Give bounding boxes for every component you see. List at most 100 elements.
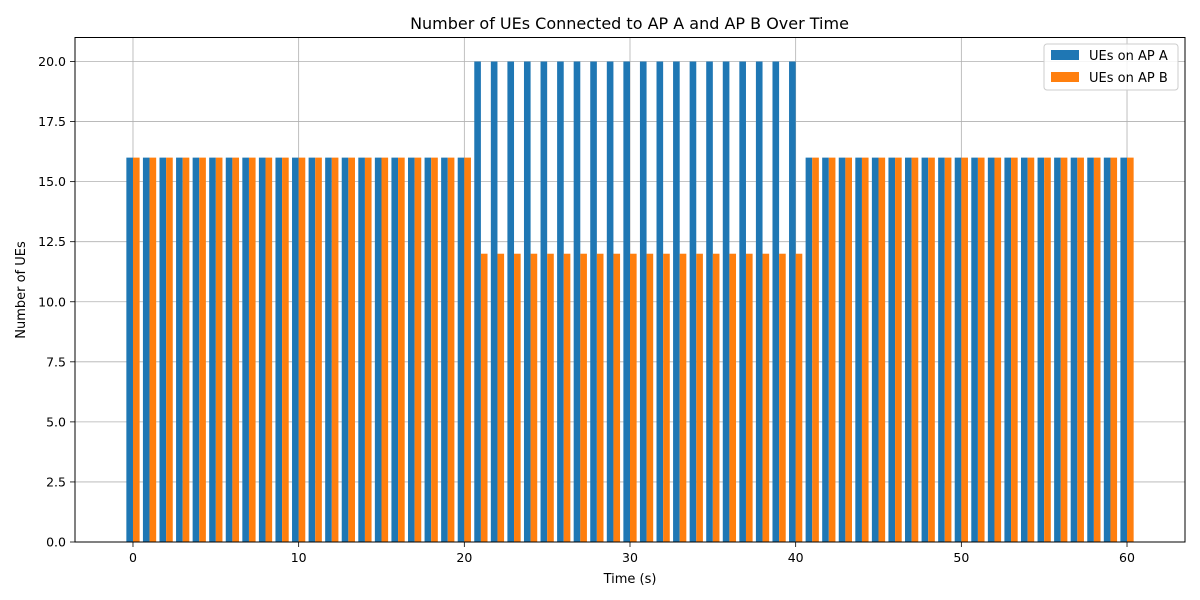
- bar-ap-a: [739, 61, 746, 543]
- bar-ap-b: [679, 253, 687, 542]
- y-tick-label: 5.0: [46, 414, 66, 429]
- x-tick-label: 50: [953, 550, 969, 565]
- bar-ap-a: [507, 61, 515, 543]
- x-tick-label: 40: [788, 550, 804, 565]
- bar-ap-b: [663, 253, 670, 542]
- bar-ap-b: [994, 157, 1002, 542]
- bar-ap-b: [878, 157, 886, 542]
- bar-ap-a: [1103, 157, 1111, 542]
- bar-ap-a: [987, 157, 995, 542]
- bar-ap-b: [381, 157, 389, 542]
- bar-ap-a: [258, 157, 266, 542]
- bar-ap-b: [828, 157, 836, 542]
- bar-ap-b: [447, 157, 455, 542]
- bar-ap-a: [954, 157, 962, 542]
- y-tick-label: 12.5: [38, 234, 66, 249]
- bar-ap-b: [398, 157, 405, 542]
- bar-ap-a: [606, 61, 614, 543]
- bar-ap-b: [795, 253, 803, 542]
- legend-swatch-ap-b: [1051, 72, 1079, 82]
- bar-ap-b: [563, 253, 571, 542]
- bar-ap-b: [414, 157, 422, 542]
- bar-ap-a: [1087, 157, 1094, 542]
- bar-ap-a: [623, 61, 630, 543]
- bar-ap-b: [861, 157, 869, 542]
- bar-ap-a: [639, 61, 647, 543]
- x-tick-label: 30: [622, 550, 638, 565]
- bar-ap-b: [1077, 157, 1084, 542]
- bar-ap-b: [613, 253, 621, 542]
- bar-ap-b: [331, 157, 339, 542]
- bar-ap-b: [646, 253, 654, 542]
- y-tick-label: 7.5: [46, 354, 66, 369]
- bar-ap-b: [812, 157, 819, 542]
- bar-ap-a: [176, 157, 183, 542]
- bar-ap-b: [364, 157, 372, 542]
- bar-ap-a: [1037, 157, 1045, 542]
- legend-label-ap-b: UEs on AP B: [1089, 71, 1168, 86]
- x-tick-label: 0: [129, 550, 137, 565]
- bar-ap-a: [242, 157, 249, 542]
- bar-ap-a: [1120, 157, 1128, 542]
- bar-ap-a: [805, 157, 813, 542]
- bars: [126, 61, 1134, 543]
- bar-ap-b: [315, 157, 322, 542]
- bar-ap-b: [944, 157, 952, 542]
- bar-ap-a: [358, 157, 365, 542]
- bar-ap-a: [159, 157, 167, 542]
- y-tick-label: 2.5: [46, 474, 66, 489]
- bar-ap-b: [1093, 157, 1101, 542]
- bar-ap-b: [961, 157, 968, 542]
- bar-ap-a: [225, 157, 233, 542]
- x-axis-label: Time (s): [603, 572, 657, 587]
- bar-ap-a: [441, 157, 448, 542]
- y-tick-label: 17.5: [38, 114, 66, 129]
- bar-ap-b: [596, 253, 604, 542]
- x-tick-label: 10: [291, 550, 307, 565]
- bar-ap-b: [132, 157, 140, 542]
- bar-ap-a: [424, 157, 432, 542]
- bar-ap-a: [938, 157, 945, 542]
- bar-ap-a: [971, 157, 978, 542]
- y-tick-label: 0.0: [46, 535, 66, 550]
- bar-ap-b: [1127, 157, 1134, 542]
- x-axis: 0 10 20 30 40 50 60: [129, 542, 1135, 565]
- bar-ap-b: [928, 157, 935, 542]
- bar-ap-b: [282, 157, 289, 542]
- y-tick-label: 10.0: [38, 294, 66, 309]
- bar-ap-b: [215, 157, 223, 542]
- bar-ap-b: [1011, 157, 1018, 542]
- bar-ap-a: [374, 157, 382, 542]
- y-axis: 0.0 2.5 5.0 7.5 10.0 12.5 15.0 17.5 20.0: [38, 54, 75, 550]
- x-tick-label: 20: [456, 550, 472, 565]
- bar-ap-a: [772, 61, 780, 543]
- bar-ap-b: [745, 253, 753, 542]
- bar-ap-b: [779, 253, 786, 542]
- bar-ap-b: [630, 253, 637, 542]
- bar-ap-a: [689, 61, 697, 543]
- bar-ap-a: [540, 61, 548, 543]
- bar-ap-a: [855, 157, 862, 542]
- y-axis-label: Number of UEs: [14, 241, 29, 339]
- bar-ap-b: [580, 253, 587, 542]
- bar-ap-b: [895, 157, 902, 542]
- bar-ap-a: [523, 61, 531, 543]
- bar-ap-a: [871, 157, 879, 542]
- bar-ap-a: [192, 157, 200, 542]
- bar-ap-a: [755, 61, 763, 543]
- bar-ap-b: [762, 253, 770, 542]
- bar-ap-a: [308, 157, 316, 542]
- bar-ap-a: [325, 157, 332, 542]
- bar-ap-a: [1070, 157, 1078, 542]
- bar-ap-a: [722, 61, 730, 543]
- y-tick-label: 20.0: [38, 54, 66, 69]
- bar-ap-a: [490, 61, 498, 543]
- bar-ap-b: [1060, 157, 1068, 542]
- bar-ap-a: [557, 61, 564, 543]
- legend-swatch-ap-a: [1051, 50, 1079, 60]
- bar-ap-b: [1044, 157, 1051, 542]
- bar-ap-b: [182, 157, 190, 542]
- bar-ap-a: [474, 61, 481, 543]
- bar-ap-b: [911, 157, 919, 542]
- legend-label-ap-a: UEs on AP A: [1089, 49, 1168, 64]
